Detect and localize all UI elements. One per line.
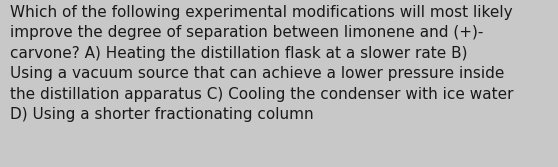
Text: Which of the following experimental modifications will most likely
improve the d: Which of the following experimental modi… <box>10 5 513 122</box>
